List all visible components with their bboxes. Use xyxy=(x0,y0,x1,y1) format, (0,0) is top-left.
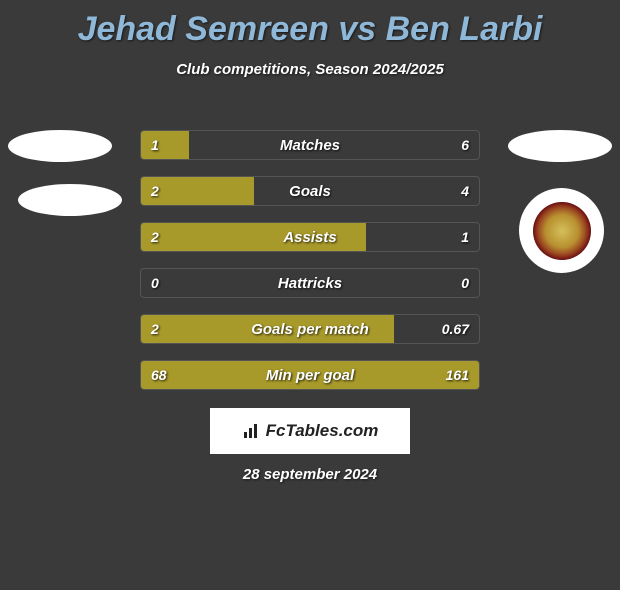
bar-chart-icon xyxy=(242,422,260,440)
player-right-avatar-placeholder-1 xyxy=(508,130,612,162)
stat-label: Goals xyxy=(141,177,479,205)
stat-row: 16Matches xyxy=(140,130,480,160)
stat-label: Goals per match xyxy=(141,315,479,343)
player-right-club-badge xyxy=(519,188,604,273)
stat-row: 21Assists xyxy=(140,222,480,252)
stat-label: Matches xyxy=(141,131,479,159)
stat-label: Assists xyxy=(141,223,479,251)
page-title: Jehad Semreen vs Ben Larbi xyxy=(0,10,620,49)
branding-text: FcTables.com xyxy=(266,421,379,441)
stat-row: 68161Min per goal xyxy=(140,360,480,390)
stat-row: 24Goals xyxy=(140,176,480,206)
club-badge-icon xyxy=(533,202,591,260)
stat-row: 20.67Goals per match xyxy=(140,314,480,344)
subtitle: Club competitions, Season 2024/2025 xyxy=(0,61,620,78)
stat-label: Hattricks xyxy=(141,269,479,297)
stat-label: Min per goal xyxy=(141,361,479,389)
player-left-avatar-placeholder-2 xyxy=(18,184,122,216)
stat-row: 00Hattricks xyxy=(140,268,480,298)
branding-box: FcTables.com xyxy=(210,408,410,454)
date-text: 28 september 2024 xyxy=(0,466,620,483)
player-left-avatar-placeholder-1 xyxy=(8,130,112,162)
comparison-chart: 16Matches 24Goals 21Assists 00Hattricks 20.6… xyxy=(140,130,480,406)
